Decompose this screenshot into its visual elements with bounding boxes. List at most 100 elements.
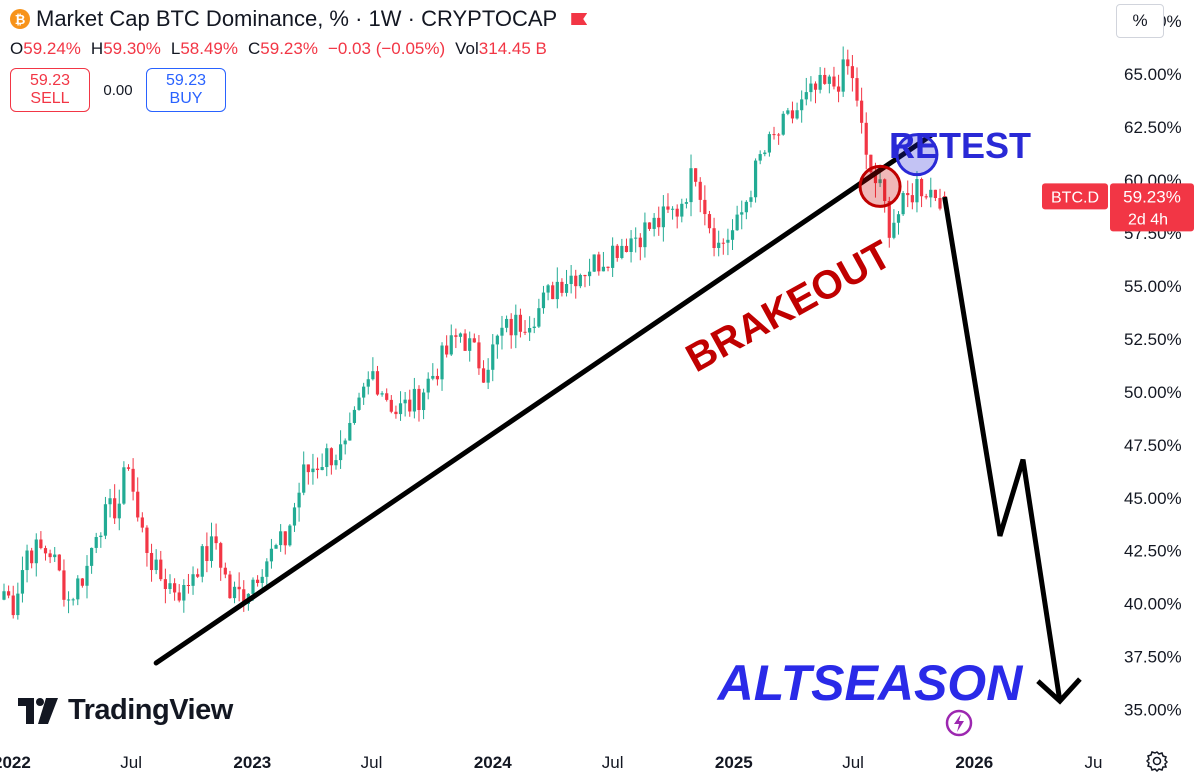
flag-icon[interactable] (571, 13, 588, 25)
candle-body (569, 275, 573, 285)
lightning-icon[interactable] (944, 708, 974, 738)
candle-body (883, 179, 887, 202)
chart-header: ₿ Market Cap BTC Dominance, % · 1W · CRY… (10, 6, 588, 32)
candle-body (813, 83, 818, 90)
candle (846, 49, 850, 75)
candle-body (205, 546, 209, 562)
candle (864, 112, 868, 170)
candle-body (504, 318, 509, 328)
ohlc-legend: O59.24% H59.30% L58.49% C59.23% −0.03 (−… (10, 39, 547, 59)
candle-body (283, 531, 287, 546)
candle (48, 549, 52, 564)
candle-body (528, 328, 532, 333)
candle-body (145, 527, 149, 553)
candle-body (574, 275, 578, 287)
candle (740, 200, 744, 230)
candle (823, 67, 827, 85)
candle (491, 334, 495, 382)
candle-body (694, 168, 698, 182)
candle (509, 313, 513, 349)
candle-body (943, 196, 947, 198)
candle (16, 582, 20, 620)
candle-body (491, 344, 495, 370)
candle (302, 451, 306, 496)
symbol-title[interactable]: Market Cap BTC Dominance, % · 1W · CRYPT… (36, 6, 558, 31)
candle-body (251, 579, 255, 594)
candle (518, 308, 523, 338)
candle (546, 283, 550, 301)
candle (131, 458, 135, 501)
candle-body (634, 237, 638, 239)
candle (329, 447, 333, 475)
candle (624, 238, 629, 253)
price-axis[interactable]: 35.00% 37.50% 40.00% 42.50% 45.00% 47.50% 50.0… (1124, 12, 1182, 719)
candle-body (915, 179, 919, 203)
candle-body (620, 245, 624, 258)
buy-button[interactable]: 59.23 BUY (146, 68, 226, 112)
candle (30, 547, 34, 569)
y-tick-label: 47.50% (1124, 436, 1182, 455)
candle (454, 328, 458, 349)
sell-button[interactable]: 59.23 SELL (10, 68, 90, 112)
candle (265, 558, 269, 586)
candle-body (541, 292, 546, 309)
candle (841, 46, 845, 97)
candle (445, 335, 449, 358)
candle (34, 533, 38, 577)
candle (223, 562, 227, 579)
candle (472, 333, 476, 343)
candle-body (274, 545, 278, 549)
candle (564, 269, 569, 297)
candle-body (919, 179, 924, 197)
candle-body (818, 74, 822, 90)
candle (541, 285, 546, 314)
bitcoin-icon: ₿ (10, 9, 30, 29)
candle (661, 195, 665, 242)
candle-body (551, 285, 555, 300)
x-tick-label: 2022 (0, 753, 31, 772)
time-axis[interactable]: 2022 Jul 2023 Jul 2024 Jul 2025 Jul 2026 Ju (0, 753, 1102, 772)
percent-scale-button[interactable]: % (1116, 4, 1164, 38)
candle (334, 454, 338, 470)
projection-arrowhead (1036, 677, 1082, 705)
candle (417, 385, 421, 422)
settings-gear-icon[interactable] (1146, 750, 1168, 772)
candle-body (606, 266, 610, 268)
candle (767, 131, 772, 157)
candle-body (16, 593, 20, 616)
y-tick-label: 42.50% (1124, 542, 1182, 561)
candle (528, 316, 532, 341)
candle-body (113, 498, 117, 519)
retest-circle (895, 133, 939, 177)
annotations-layer: BRAKEOUT RETEST ALTSEASON (153, 125, 1082, 711)
candle-body (426, 378, 430, 393)
candle (279, 524, 283, 552)
candle-body (795, 110, 799, 119)
candle (371, 357, 375, 381)
candle-body (597, 254, 601, 272)
candle (182, 579, 186, 613)
candle (813, 81, 818, 104)
candle-body (2, 591, 6, 600)
candle (468, 331, 472, 362)
candle (366, 371, 370, 395)
candle-body (924, 196, 928, 198)
y-tick-label: 45.00% (1124, 489, 1182, 508)
candle (25, 544, 29, 583)
candle-body (495, 335, 499, 345)
candle (523, 320, 527, 336)
candle-body (767, 134, 772, 153)
candle-body (417, 388, 421, 411)
candle-body (666, 206, 670, 210)
candle (375, 365, 380, 396)
price-tag-countdown: 2d 4h (1128, 211, 1168, 228)
candle-body (329, 448, 333, 466)
candle-body (292, 507, 297, 526)
candle-body (532, 326, 536, 329)
candle-body (408, 399, 412, 412)
candle (933, 189, 937, 202)
candle (910, 183, 914, 210)
candle (435, 368, 440, 386)
projection-line (942, 196, 1063, 702)
